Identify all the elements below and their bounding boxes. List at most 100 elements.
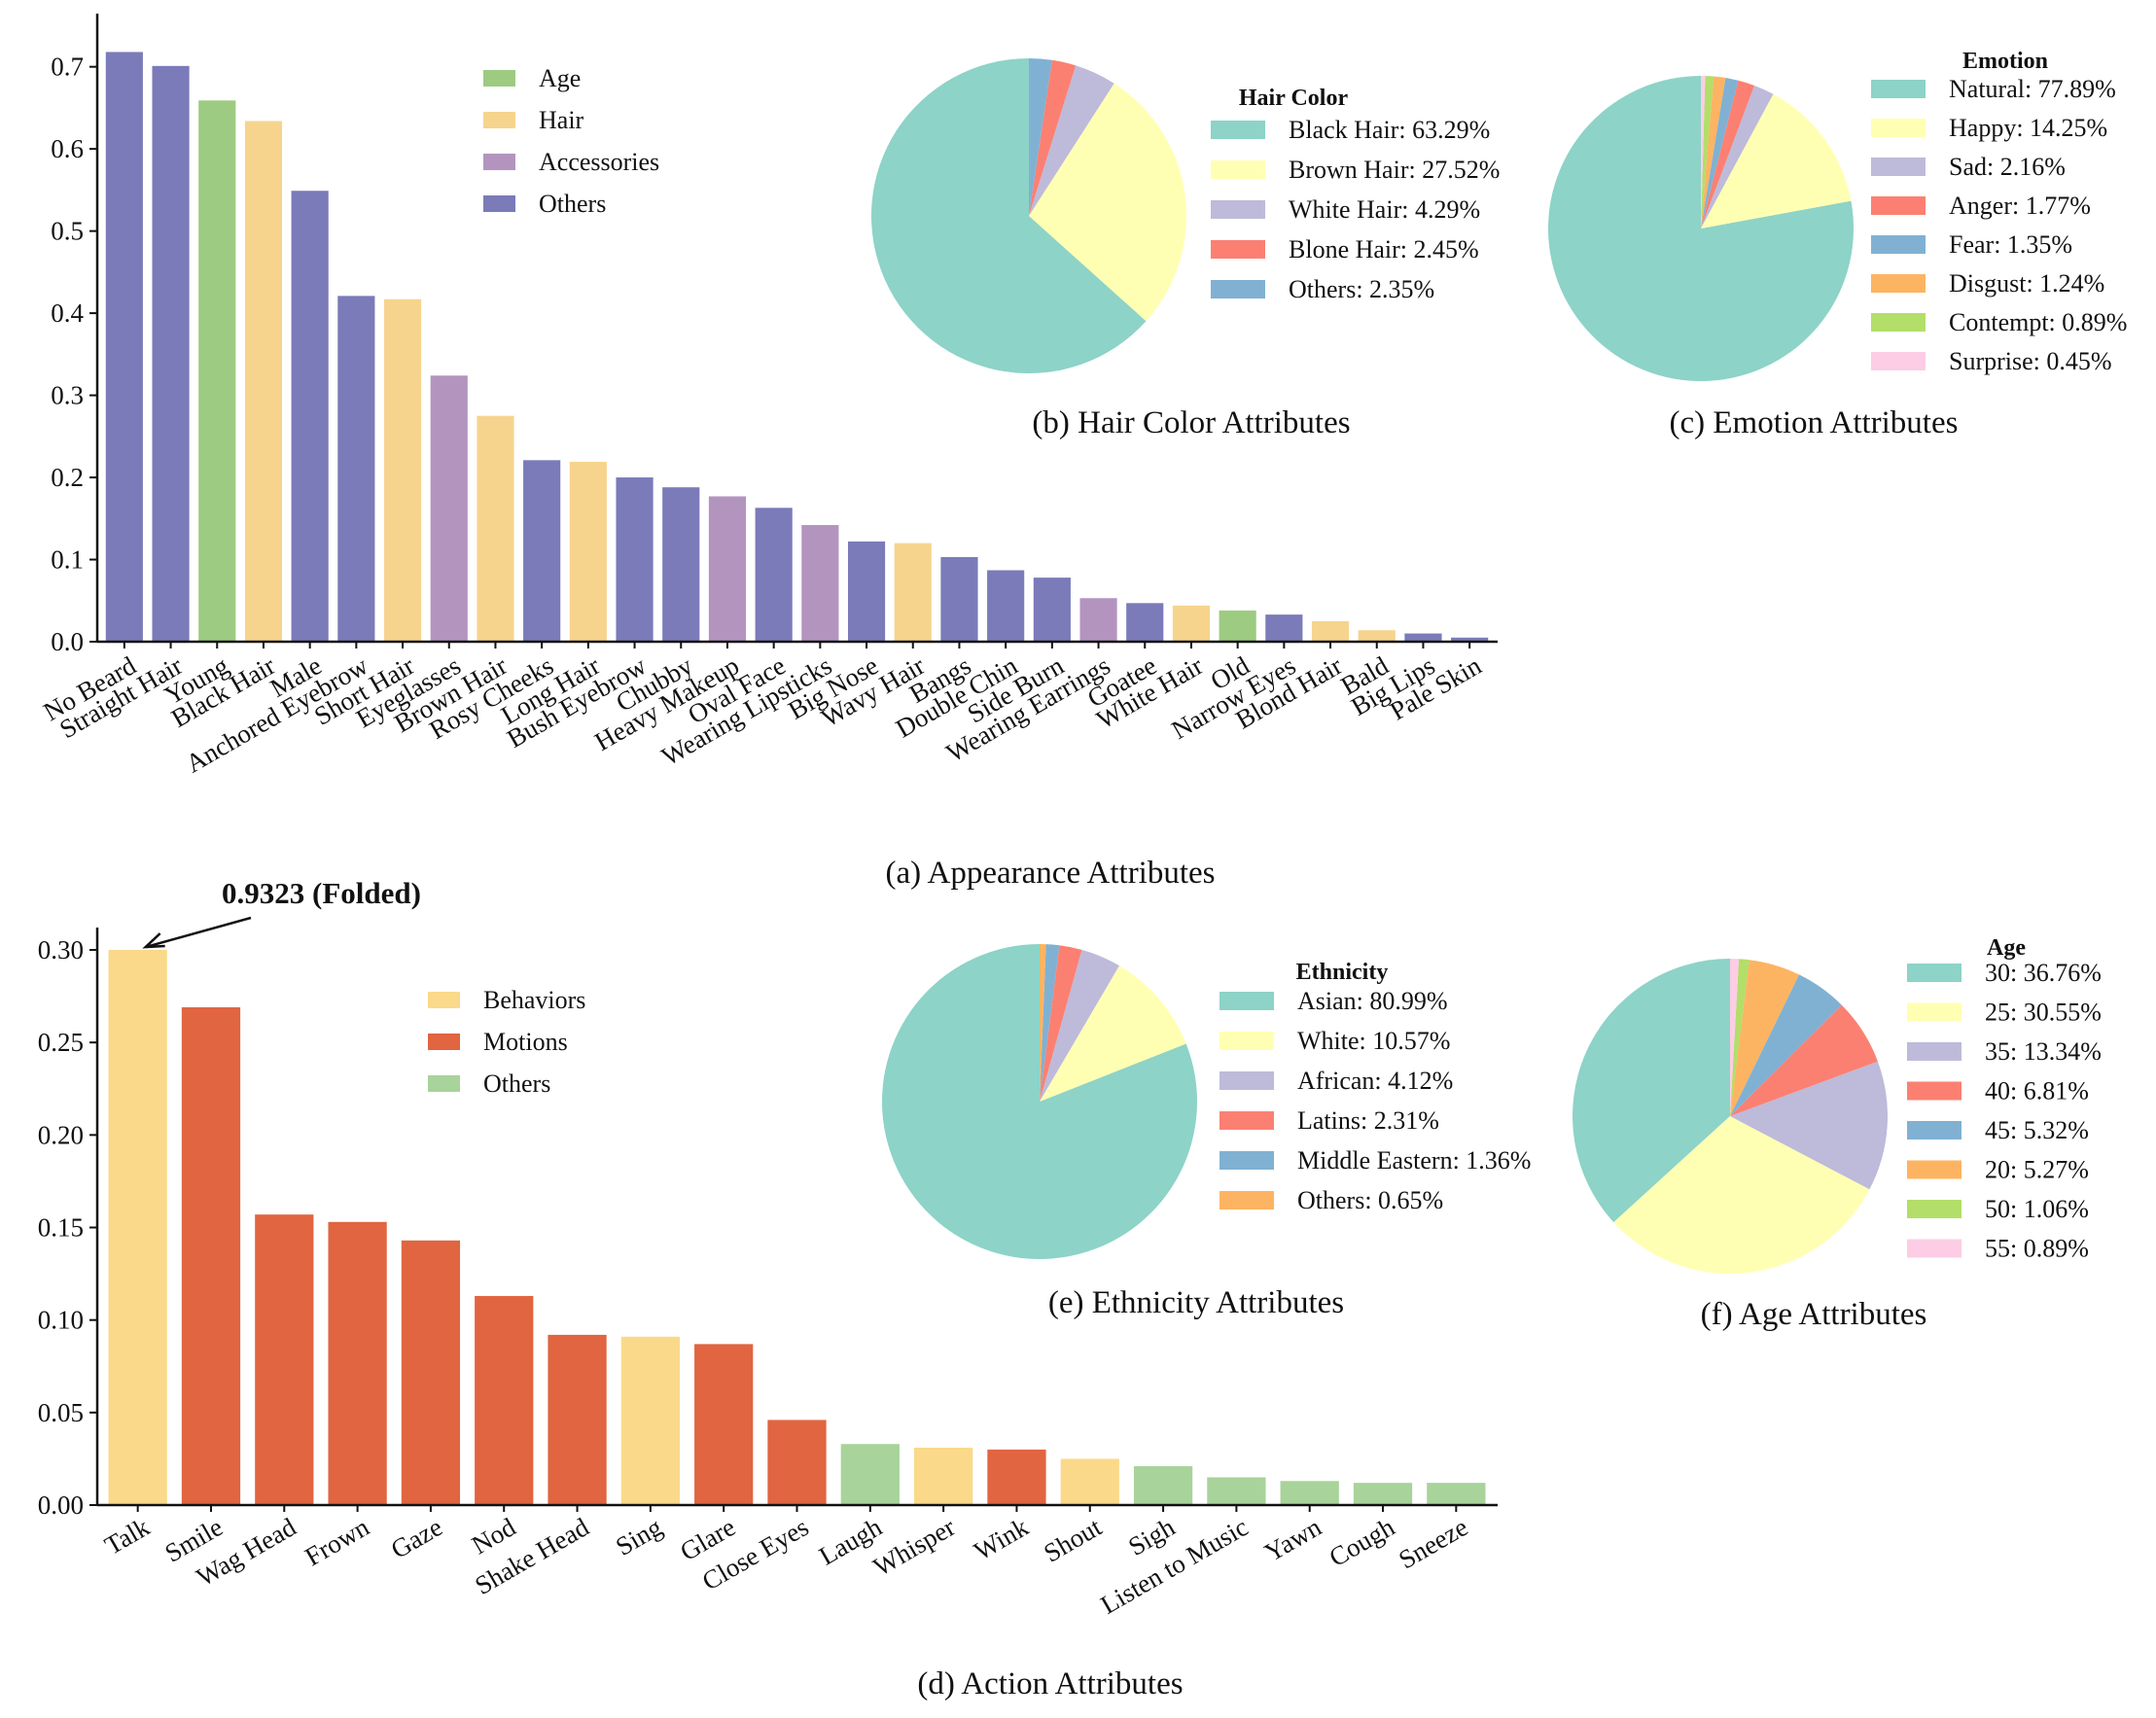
bar-eyeglasses — [430, 375, 468, 642]
legend-swatch-accessories — [483, 154, 515, 170]
pie-slice-white — [1040, 965, 1186, 1102]
chart-caption: (b) Hair Color Attributes — [1032, 405, 1350, 440]
pie-slice-middle-eastern — [1040, 944, 1060, 1102]
legend-swatch-black-hair — [1211, 121, 1265, 139]
legend-title: Age — [1987, 935, 2026, 961]
bar-wag-head — [255, 1214, 314, 1505]
pie-slice-others — [1029, 58, 1052, 216]
pie-slice-40 — [1730, 1004, 1878, 1116]
legend-label-white-hair: White Hair: 4.29% — [1289, 195, 1480, 224]
bar-male — [291, 191, 329, 642]
legend-swatch-others — [1211, 280, 1265, 298]
bar-double-chin — [987, 570, 1025, 642]
pie-slice-happy — [1701, 93, 1852, 228]
y-tick-label: 0.5 — [51, 217, 84, 246]
y-tick-label: 0.30 — [38, 935, 84, 964]
legend-swatch-brown-hair — [1211, 160, 1265, 179]
bar-brown-hair — [477, 415, 514, 642]
legend-swatch-others — [483, 195, 515, 212]
bar-nod — [475, 1295, 534, 1505]
pie-slice-30 — [1573, 959, 1730, 1223]
legend-swatch-others — [428, 1075, 460, 1092]
y-tick-label: 0.20 — [38, 1120, 84, 1149]
legend-swatch-middle-eastern — [1219, 1151, 1274, 1170]
x-tick-label: Frown — [300, 1512, 374, 1571]
legend-swatch-20 — [1907, 1160, 1962, 1179]
pie-slice-55 — [1730, 959, 1740, 1116]
y-tick-label: 0.00 — [38, 1490, 84, 1520]
bar-bald — [1358, 630, 1396, 642]
pie-slice-african — [1040, 949, 1119, 1102]
bar-shout — [1060, 1458, 1119, 1505]
legend-label-contempt: Contempt: 0.89% — [1949, 308, 2127, 336]
bar-bush-eyebrow — [616, 477, 654, 642]
bar-short-hair — [383, 298, 422, 642]
legend-swatch-sad — [1871, 158, 1926, 176]
legend-swatch-happy — [1871, 119, 1926, 137]
legend-swatch-white-hair — [1211, 200, 1265, 219]
bar-rosy-cheeks — [523, 460, 561, 642]
bar-side-burn — [1033, 578, 1071, 642]
pie-slice-25 — [1613, 1116, 1870, 1274]
legend-label-natural: Natural: 77.89% — [1949, 75, 2116, 103]
legend-label-surprise: Surprise: 0.45% — [1949, 347, 2112, 375]
bar-narrow-eyes — [1265, 614, 1303, 642]
legend-label-disgust: Disgust: 1.24% — [1949, 269, 2104, 298]
legend-swatch-motions — [428, 1034, 460, 1050]
legend-swatch-age — [483, 70, 515, 87]
legend-label-age: Age — [539, 64, 581, 92]
legend-title: Ethnicity — [1296, 960, 1389, 985]
bar-oval-face — [755, 508, 793, 642]
pie-slice-sad — [1701, 85, 1774, 228]
legend-swatch-blone-hair — [1211, 240, 1265, 259]
legend-label-40: 40: 6.81% — [1985, 1077, 2089, 1105]
legend-swatch-anger — [1871, 196, 1926, 215]
bar-wavy-hair — [894, 543, 932, 642]
legend-label-50: 50: 1.06% — [1985, 1195, 2089, 1223]
legend-swatch-50 — [1907, 1200, 1962, 1218]
x-tick-label: Yawn — [1259, 1512, 1326, 1567]
legend-label-fear: Fear: 1.35% — [1949, 230, 2072, 259]
pie-slice-brown-hair — [1029, 83, 1186, 322]
x-tick-label: Whisper — [868, 1512, 960, 1582]
bar-gaze — [401, 1240, 461, 1505]
bar-straight-hair — [152, 65, 190, 642]
legend-label-motions: Motions — [483, 1028, 568, 1056]
bar-listen-to-music — [1207, 1477, 1266, 1505]
legend-swatch-african — [1219, 1071, 1274, 1090]
chart-caption: (e) Ethnicity Attributes — [1048, 1285, 1344, 1320]
legend-swatch-others — [1219, 1191, 1274, 1210]
legend-label-brown-hair: Brown Hair: 27.52% — [1289, 156, 1500, 184]
legend-swatch-hair — [483, 112, 515, 128]
bar-long-hair — [569, 462, 607, 642]
legend-label-middle-eastern: Middle Eastern: 1.36% — [1297, 1146, 1531, 1175]
legend-swatch-45 — [1907, 1121, 1962, 1139]
bar-glare — [694, 1344, 754, 1505]
legend-label-others: Others: 0.65% — [1297, 1186, 1443, 1214]
legend-label-others: Others: 2.35% — [1289, 275, 1434, 303]
y-tick-label: 0.6 — [51, 134, 84, 163]
bar-yawn — [1280, 1481, 1339, 1505]
legend-swatch-latins — [1219, 1111, 1274, 1130]
legend-label-25: 25: 30.55% — [1985, 999, 2102, 1027]
legend-label-sad: Sad: 2.16% — [1949, 153, 2066, 181]
pie-slice-disgust — [1701, 76, 1726, 228]
pie-slice-20 — [1730, 960, 1799, 1116]
x-tick-label: Talk — [99, 1512, 155, 1560]
pie-slice-45 — [1730, 974, 1842, 1116]
x-tick-label: Sing — [611, 1512, 667, 1561]
x-tick-label: Gaze — [386, 1512, 447, 1564]
legend-label-35: 35: 13.34% — [1985, 1037, 2102, 1066]
legend-label-happy: Happy: 14.25% — [1949, 114, 2107, 142]
legend-swatch-30 — [1907, 964, 1962, 982]
y-tick-label: 0.0 — [51, 627, 84, 656]
legend-swatch-55 — [1907, 1239, 1962, 1258]
legend-label-black-hair: Black Hair: 63.29% — [1289, 116, 1490, 144]
x-tick-label: Shout — [1039, 1512, 1107, 1568]
bar-black-hair — [244, 121, 283, 643]
bar-anchored-eyebrow — [337, 296, 375, 642]
legend-label-anger: Anger: 1.77% — [1949, 192, 2091, 220]
